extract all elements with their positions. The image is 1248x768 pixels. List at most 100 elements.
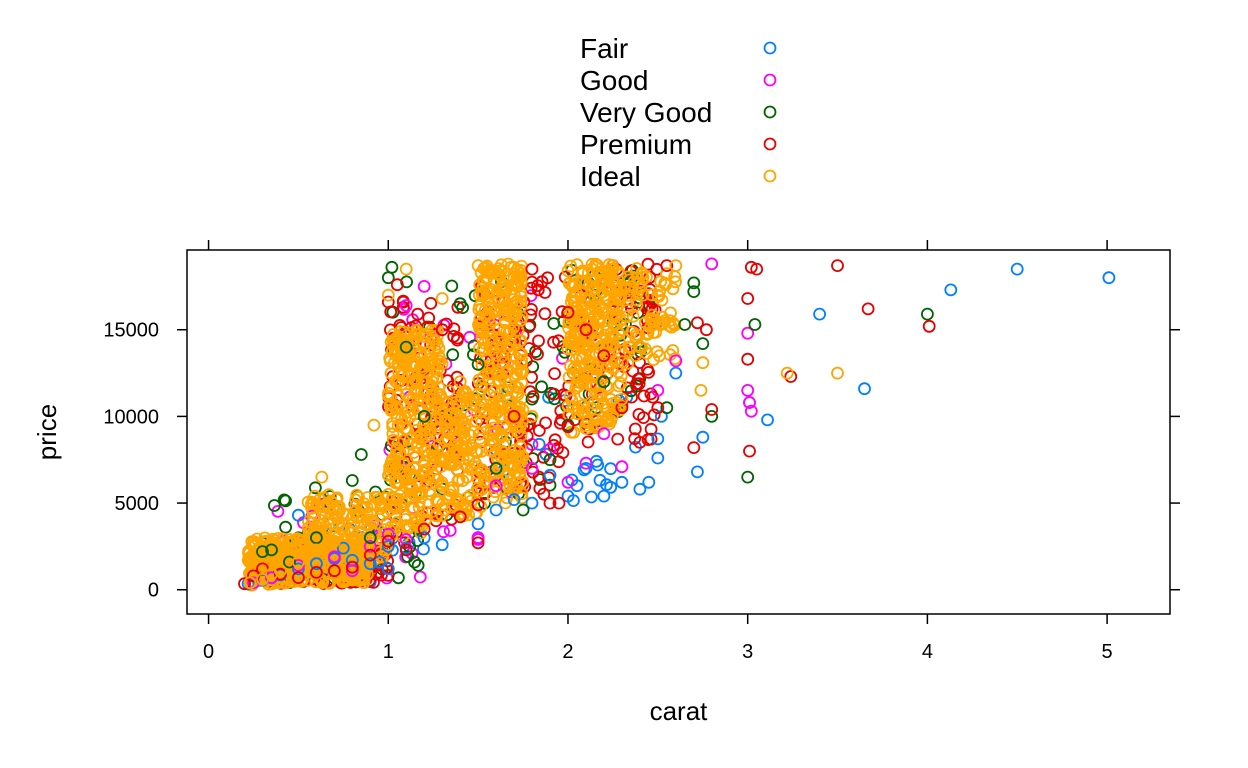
legend-label-premium: Premium: [580, 129, 692, 160]
point-ideal: [291, 555, 305, 569]
point-ideal: [326, 499, 340, 513]
point-ideal: [594, 386, 608, 400]
point-premium: [522, 320, 536, 334]
point-ideal: [390, 448, 404, 462]
point-very-good: [354, 448, 368, 461]
point-premium: [641, 433, 655, 447]
y-axis-label: price: [32, 404, 62, 460]
point-ideal: [277, 541, 291, 554]
point-ideal: [632, 281, 646, 295]
point-premium: [532, 334, 545, 348]
point-ideal: [409, 328, 423, 342]
point-ideal: [473, 299, 486, 313]
point-fair: [336, 541, 350, 555]
point-ideal: [608, 319, 621, 332]
point-ideal: [462, 508, 476, 522]
point-premium: [524, 308, 537, 322]
legend-marker-very-good: [763, 105, 777, 119]
point-fair: [696, 430, 710, 444]
point-ideal: [273, 564, 287, 578]
point-ideal: [415, 360, 429, 374]
point-fair: [577, 463, 591, 477]
point-ideal: [638, 316, 652, 330]
point-ideal: [514, 286, 528, 300]
point-ideal: [422, 484, 436, 498]
point-ideal: [398, 509, 412, 523]
point-ideal: [418, 513, 432, 527]
point-premium: [547, 387, 561, 401]
point-ideal: [427, 469, 441, 483]
point-very-good: [660, 401, 674, 415]
point-very-good: [385, 260, 399, 274]
point-ideal: [418, 443, 432, 457]
point-ideal: [484, 424, 498, 438]
point-premium: [660, 259, 674, 273]
point-premium: [525, 262, 539, 276]
point-ideal: [501, 400, 515, 414]
point-premium: [453, 510, 467, 524]
point-ideal: [664, 306, 677, 320]
point-ideal: [601, 402, 614, 416]
point-premium: [750, 262, 764, 276]
point-ideal: [590, 336, 604, 349]
point-ideal: [602, 278, 615, 292]
point-premium: [411, 307, 425, 321]
point-ideal: [630, 262, 644, 275]
point-ideal: [604, 414, 618, 428]
point-ideal: [471, 259, 485, 273]
point-ideal: [412, 520, 425, 533]
point-ideal: [458, 432, 472, 446]
point-ideal: [384, 390, 398, 404]
point-good: [471, 531, 485, 545]
point-ideal: [589, 260, 602, 274]
point-ideal: [417, 469, 431, 483]
point-premium: [741, 352, 755, 366]
point-ideal: [351, 541, 365, 555]
y-tick-label: 5000: [115, 493, 160, 515]
point-ideal: [396, 530, 410, 543]
legend-marker-premium: [763, 137, 777, 151]
point-ideal: [431, 357, 445, 371]
point-ideal: [489, 348, 503, 362]
point-premium: [507, 409, 521, 423]
point-ideal: [602, 258, 616, 272]
point-premium: [390, 278, 404, 292]
point-premium: [399, 543, 413, 557]
point-very-good: [696, 337, 710, 351]
point-ideal: [569, 381, 583, 395]
point-premium: [632, 377, 646, 391]
ticks-layer: 0 1 2 3 4 5 0 5000 10000 15000: [103, 240, 1180, 663]
y-tick-label: 0: [148, 580, 159, 602]
point-ideal: [651, 288, 665, 302]
point-good: [443, 524, 457, 537]
point-fair: [435, 538, 449, 552]
point-ideal: [405, 481, 419, 495]
point-ideal: [597, 314, 611, 328]
point-ideal: [483, 264, 497, 278]
point-premium: [533, 482, 547, 495]
point-ideal: [306, 506, 320, 519]
point-premium: [435, 323, 449, 337]
point-ideal: [494, 450, 508, 464]
point-premium: [548, 367, 561, 381]
point-ideal: [587, 358, 601, 371]
point-fair: [381, 540, 395, 553]
point-ideal: [696, 356, 710, 370]
point-good: [741, 383, 755, 397]
point-premium: [691, 316, 704, 330]
point-ideal: [780, 366, 794, 380]
point-premium: [637, 389, 651, 403]
point-ideal: [510, 367, 523, 381]
point-ideal: [660, 267, 673, 281]
point-ideal: [450, 423, 463, 437]
point-ideal: [395, 412, 409, 426]
point-premium: [309, 566, 323, 579]
point-premium: [581, 435, 595, 449]
point-fair: [585, 490, 598, 504]
point-ideal: [646, 326, 660, 340]
point-fair: [579, 461, 593, 475]
point-ideal: [501, 457, 515, 471]
point-very-good: [411, 559, 425, 572]
point-ideal: [386, 427, 400, 441]
